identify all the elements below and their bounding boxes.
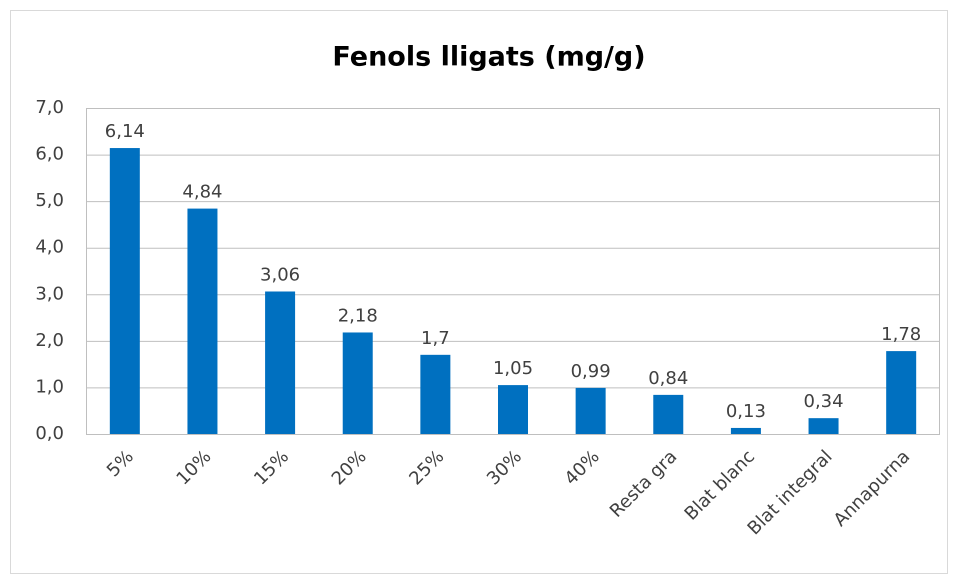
bar bbox=[575, 387, 606, 434]
y-tick-label: 3,0 bbox=[35, 283, 64, 304]
bar bbox=[420, 354, 451, 434]
y-tick-label: 5,0 bbox=[35, 190, 64, 211]
y-tick-label: 4,0 bbox=[35, 237, 64, 258]
bar bbox=[886, 351, 917, 434]
chart-title: Fenols lligats (mg/g) bbox=[332, 42, 645, 73]
data-label: 1,05 bbox=[493, 358, 533, 379]
data-label: 0,84 bbox=[648, 368, 688, 389]
bar bbox=[730, 427, 761, 434]
data-label: 2,18 bbox=[338, 305, 378, 326]
bar bbox=[653, 394, 684, 434]
data-label: 1,78 bbox=[881, 324, 921, 345]
bar bbox=[342, 332, 373, 434]
data-label: 6,14 bbox=[105, 121, 145, 142]
chart-border bbox=[10, 10, 948, 574]
y-tick-label: 0,0 bbox=[35, 423, 64, 444]
y-tick-label: 2,0 bbox=[35, 330, 64, 351]
data-label: 0,34 bbox=[804, 391, 844, 412]
bar bbox=[265, 291, 296, 434]
y-tick-label: 1,0 bbox=[35, 376, 64, 397]
bar bbox=[109, 148, 140, 434]
y-tick-label: 6,0 bbox=[35, 144, 64, 165]
data-label: 4,84 bbox=[182, 182, 222, 203]
bar bbox=[187, 208, 218, 434]
bar bbox=[808, 418, 839, 434]
y-tick-label: 7,0 bbox=[35, 97, 64, 118]
data-label: 0,99 bbox=[571, 361, 611, 382]
data-label: 0,13 bbox=[726, 401, 766, 422]
bar bbox=[498, 385, 528, 434]
data-label: 1,7 bbox=[421, 328, 450, 349]
data-label: 3,06 bbox=[260, 264, 300, 285]
